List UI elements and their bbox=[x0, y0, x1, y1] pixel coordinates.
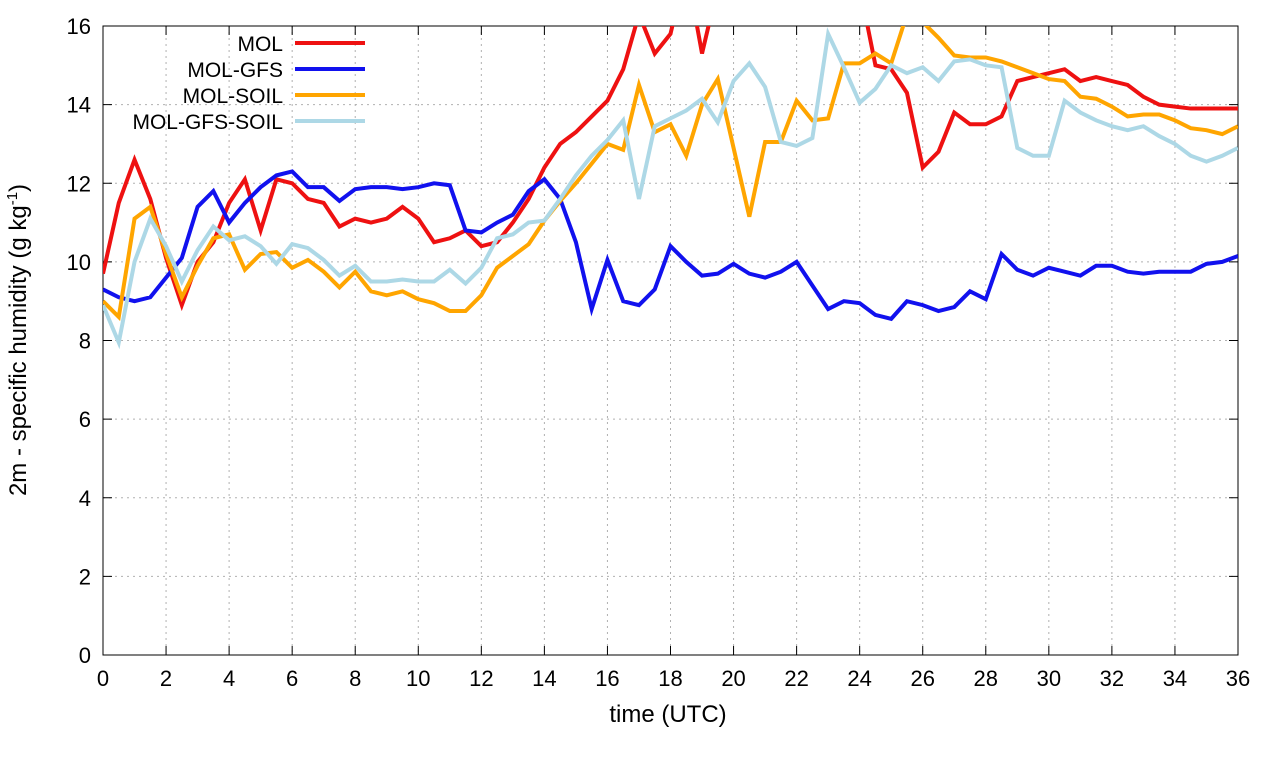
legend-label: MOL-SOIL bbox=[183, 85, 283, 108]
legend-label: MOL-GFS bbox=[187, 59, 283, 82]
y-tick-label: 4 bbox=[79, 486, 91, 511]
y-tick-label: 10 bbox=[67, 250, 91, 275]
y-tick-label: 0 bbox=[79, 643, 91, 668]
x-tick-label: 18 bbox=[658, 666, 682, 691]
x-tick-label: 30 bbox=[1037, 666, 1061, 691]
y-axis-label-main: 2m - specific humidity (g kg bbox=[5, 205, 32, 496]
x-tick-label: 4 bbox=[223, 666, 235, 691]
plot-area bbox=[103, 26, 1238, 350]
x-tick-label: 34 bbox=[1163, 666, 1187, 691]
x-tick-label: 12 bbox=[469, 666, 493, 691]
legend-label: MOL bbox=[237, 33, 283, 56]
x-tick-label: 2 bbox=[160, 666, 172, 691]
x-tick-label: 10 bbox=[406, 666, 430, 691]
x-tick-label: 36 bbox=[1226, 666, 1250, 691]
y-axis-label-sup: -1 bbox=[4, 192, 21, 205]
x-tick-label: 24 bbox=[847, 666, 871, 691]
x-tick-label: 6 bbox=[286, 666, 298, 691]
y-axis-label-end: ) bbox=[5, 184, 32, 192]
y-tick-label: 6 bbox=[79, 407, 91, 432]
y-tick-label: 14 bbox=[67, 93, 91, 118]
series-line bbox=[103, 169, 1238, 322]
x-tick-label: 16 bbox=[595, 666, 619, 691]
series-line bbox=[103, 27, 1238, 350]
y-tick-label: 16 bbox=[67, 14, 91, 39]
legend-label: MOL-GFS-SOIL bbox=[132, 111, 283, 134]
x-axis-label: time (UTC) bbox=[609, 701, 726, 728]
x-tick-label: 8 bbox=[349, 666, 361, 691]
series-line bbox=[103, 26, 1238, 322]
x-tick-label: 14 bbox=[532, 666, 556, 691]
x-tick-label: 0 bbox=[97, 666, 109, 691]
x-tick-label: 22 bbox=[784, 666, 808, 691]
y-tick-label: 2 bbox=[79, 564, 91, 589]
x-tick-label: 26 bbox=[910, 666, 934, 691]
y-tick-label: 12 bbox=[67, 171, 91, 196]
x-tick-label: 20 bbox=[721, 666, 745, 691]
x-tick-label: 28 bbox=[974, 666, 998, 691]
y-tick-label: 8 bbox=[79, 329, 91, 354]
y-axis-label: 2m - specific humidity (g kg-1) bbox=[4, 184, 32, 496]
series-line bbox=[103, 26, 1238, 312]
x-tick-label: 32 bbox=[1100, 666, 1124, 691]
